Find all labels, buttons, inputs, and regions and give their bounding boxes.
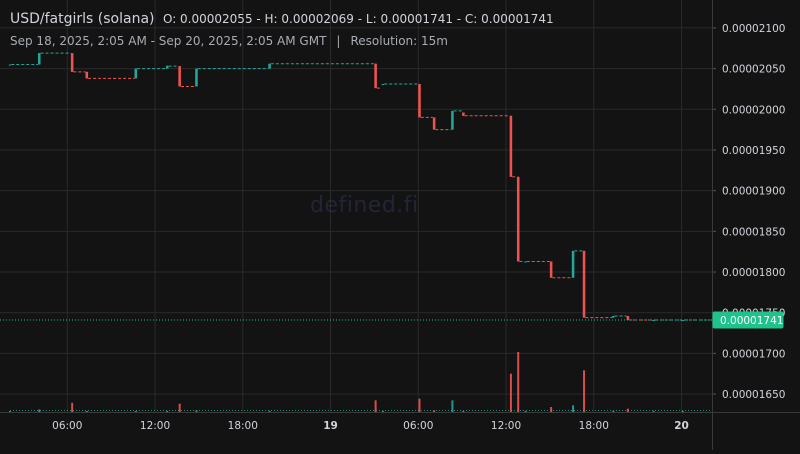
last-price-badge bbox=[712, 311, 784, 329]
volume-bar bbox=[38, 409, 41, 412]
candle-body bbox=[8, 64, 12, 66]
candle-body bbox=[509, 115, 513, 177]
candle-body bbox=[178, 66, 181, 87]
candle-body bbox=[582, 250, 586, 318]
candles bbox=[8, 52, 711, 322]
y-tick-label: 0.00001950 bbox=[722, 145, 785, 157]
volume-bar bbox=[652, 411, 655, 412]
y-tick-label: 0.00002000 bbox=[722, 104, 785, 116]
time-axis[interactable]: 06:00 12:00 18:00 19 06:00 12:00 18:00 20 bbox=[0, 412, 800, 433]
volume-bar bbox=[374, 400, 377, 412]
ohlc-readout: O: 0.00002055 - H: 0.00002069 - L: 0.000… bbox=[162, 12, 554, 26]
candle-body bbox=[516, 176, 520, 262]
volume-bar bbox=[195, 410, 198, 412]
volume-bar bbox=[462, 411, 465, 412]
x-tick-label: 20 bbox=[674, 420, 689, 432]
candle-body bbox=[626, 315, 630, 321]
date-range: Sep 18, 2025, 2:05 AM - Sep 20, 2025, 2:… bbox=[10, 34, 327, 48]
volume-bar bbox=[550, 407, 553, 412]
volume-bar bbox=[381, 411, 384, 412]
volume-bar bbox=[268, 411, 271, 412]
volume-bars bbox=[9, 352, 712, 412]
chart-legend: USD/fatgirls (solana) O: 0.00002055 - H:… bbox=[10, 9, 554, 52]
y-tick-label: 0.00001900 bbox=[722, 186, 785, 198]
x-tick-label: 06:00 bbox=[52, 420, 82, 432]
volume-bar bbox=[572, 405, 575, 412]
volume-bar bbox=[509, 373, 512, 412]
candle-body bbox=[681, 320, 685, 322]
x-tick-label: 18:00 bbox=[579, 420, 609, 432]
volume-bar bbox=[134, 411, 137, 412]
candle-body bbox=[549, 261, 553, 278]
x-tick-label: 19 bbox=[323, 420, 338, 432]
candle-body bbox=[374, 63, 377, 89]
x-tick-label: 06:00 bbox=[403, 420, 433, 432]
x-tick-label: 18:00 bbox=[228, 420, 258, 432]
candle-body bbox=[462, 112, 465, 116]
candle-body bbox=[134, 68, 138, 79]
candle-body bbox=[381, 84, 385, 86]
separator: | bbox=[336, 34, 341, 48]
x-tick-label: 12:00 bbox=[491, 420, 521, 432]
volume-bar bbox=[517, 352, 520, 412]
y-tick-label: 0.00002050 bbox=[722, 64, 785, 76]
candle-body bbox=[85, 71, 89, 79]
volume-bar bbox=[178, 403, 181, 412]
y-tick-label: 0.00001850 bbox=[722, 226, 785, 238]
resolution-label: Resolution: 15m bbox=[350, 34, 448, 48]
candle-body bbox=[37, 53, 41, 65]
volume-bar bbox=[451, 400, 454, 412]
volume-bar bbox=[433, 410, 436, 412]
candle-body bbox=[268, 63, 271, 69]
candle-body bbox=[451, 110, 454, 130]
volume-bar bbox=[681, 411, 684, 412]
volume-bar bbox=[524, 411, 527, 412]
y-tick-label: 0.00001700 bbox=[722, 348, 785, 360]
y-tick-label: 0.00001800 bbox=[722, 267, 785, 279]
x-tick-label: 12:00 bbox=[140, 420, 170, 432]
last-price-marker: 0.00001741 bbox=[0, 311, 784, 329]
candle-body bbox=[195, 68, 198, 87]
pair-title: USD/fatgirls (solana) bbox=[10, 11, 155, 27]
price-axis[interactable]: 0.00002100 0.00002050 0.00002000 0.00001950… bbox=[712, 0, 785, 450]
candle-body bbox=[571, 250, 575, 278]
volume-bar bbox=[418, 398, 421, 412]
volume-bar bbox=[583, 370, 586, 412]
volume-bar bbox=[626, 408, 629, 412]
last-price-label: 0.00001741 bbox=[720, 315, 783, 327]
watermark-logo: defined.fi bbox=[310, 193, 419, 218]
volume-bar bbox=[9, 411, 11, 412]
candle-body bbox=[70, 53, 74, 72]
volume-bar bbox=[166, 411, 169, 412]
candle-body bbox=[524, 261, 527, 263]
candle-body bbox=[418, 84, 421, 118]
candle-body bbox=[612, 315, 615, 318]
candle-body bbox=[165, 66, 169, 69]
y-tick-label: 0.00001650 bbox=[722, 389, 785, 401]
volume-bar bbox=[71, 402, 74, 412]
y-tick-label: 0.00002100 bbox=[722, 23, 785, 35]
candle-body bbox=[432, 117, 436, 130]
volume-bar bbox=[612, 411, 615, 412]
volume-bar bbox=[85, 411, 88, 412]
candle-body bbox=[652, 320, 655, 322]
